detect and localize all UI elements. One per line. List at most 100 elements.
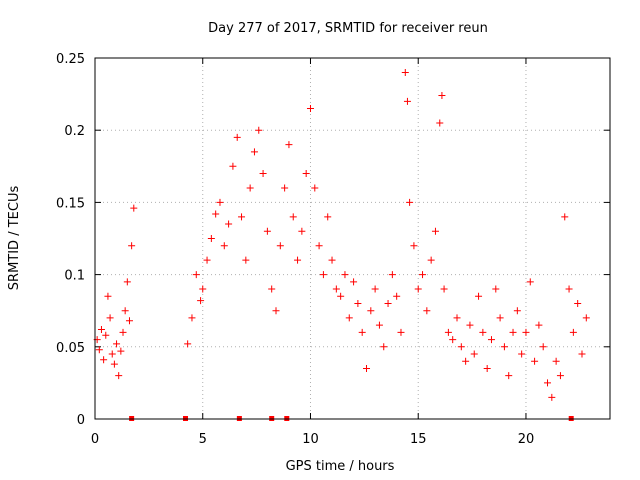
tick-labels: 0 5 10 15 20 0 0.05 0.1 0.15 0.2 0.25 <box>56 52 534 447</box>
y-tick-label: 0.1 <box>64 269 85 284</box>
y-tick-label: 0.25 <box>56 52 85 67</box>
data-point <box>337 292 345 300</box>
x-tick-label: 0 <box>91 432 99 447</box>
data-point <box>281 184 289 192</box>
data-point <box>113 340 121 348</box>
data-point <box>388 271 396 279</box>
data-point <box>100 356 108 364</box>
data-point <box>250 148 258 156</box>
data-point <box>332 285 340 293</box>
data-point <box>548 393 556 401</box>
data-point <box>350 278 358 286</box>
data-point <box>115 372 123 380</box>
data-point <box>423 307 431 315</box>
data-point <box>444 328 452 336</box>
data-point <box>457 343 465 351</box>
data-point <box>119 328 127 336</box>
data-point <box>259 170 267 178</box>
data-point <box>125 317 133 325</box>
data-point <box>242 256 250 264</box>
data-point <box>104 292 112 300</box>
data-point <box>565 285 573 293</box>
data-point <box>238 213 246 221</box>
data-point <box>544 379 552 387</box>
data-point <box>203 256 211 264</box>
data-point <box>311 184 319 192</box>
data-point <box>522 328 530 336</box>
data-point <box>436 119 444 127</box>
grid-lines <box>95 58 610 419</box>
data-points <box>93 68 590 421</box>
data-point <box>306 105 314 113</box>
data-point <box>483 364 491 372</box>
data-point <box>475 292 483 300</box>
data-point <box>403 97 411 105</box>
data-point <box>328 256 336 264</box>
data-point <box>414 285 422 293</box>
data-point <box>108 350 116 358</box>
data-point <box>535 321 543 329</box>
data-point <box>315 242 323 250</box>
data-point <box>220 242 228 250</box>
data-point <box>496 314 504 322</box>
data-point <box>393 292 401 300</box>
data-point <box>419 271 427 279</box>
data-point <box>427 256 435 264</box>
data-point <box>276 242 284 250</box>
data-point <box>371 285 379 293</box>
data-point <box>319 271 327 279</box>
data-point <box>479 328 487 336</box>
data-point <box>128 242 136 250</box>
data-point <box>110 360 118 368</box>
chart-title: Day 277 of 2017, SRMTID for receiver reu… <box>208 21 488 36</box>
data-point <box>192 271 200 279</box>
data-point <box>453 314 461 322</box>
data-point <box>561 213 569 221</box>
data-point <box>285 141 293 149</box>
data-point <box>556 372 564 380</box>
data-point <box>207 235 215 242</box>
data-point <box>268 285 276 293</box>
data-point <box>438 92 446 100</box>
data-point <box>302 170 310 178</box>
data-point <box>121 307 129 315</box>
data-point <box>466 321 474 329</box>
data-point <box>225 220 233 228</box>
data-point <box>298 227 306 235</box>
data-point <box>492 285 500 293</box>
data-point <box>294 256 302 264</box>
data-point <box>212 210 220 218</box>
data-point <box>513 307 521 315</box>
data-point <box>184 340 192 348</box>
data-point <box>500 343 508 351</box>
data-point <box>354 299 362 307</box>
data-point <box>97 325 105 333</box>
data-point <box>375 321 383 329</box>
data-point <box>552 357 560 365</box>
data-point <box>410 242 418 250</box>
x-tick-label: 15 <box>410 432 427 447</box>
data-point <box>380 343 388 351</box>
data-point <box>574 299 582 307</box>
x-axis-label: GPS time / hours <box>286 459 395 474</box>
data-point <box>449 336 457 344</box>
data-point <box>106 314 114 322</box>
data-point <box>505 372 513 380</box>
data-point <box>569 328 577 336</box>
data-point <box>509 328 517 336</box>
data-point <box>246 184 254 192</box>
plot-frame <box>94 57 611 420</box>
y-axis-label: SRMTID / TECUs <box>7 186 22 291</box>
data-point <box>406 198 414 206</box>
data-point <box>358 328 366 336</box>
data-point <box>526 278 534 286</box>
data-point <box>431 227 439 235</box>
data-point <box>123 278 131 286</box>
y-tick-label: 0.15 <box>56 196 85 211</box>
data-point <box>470 350 478 358</box>
data-point <box>367 307 375 315</box>
x-tick-label: 5 <box>199 432 207 447</box>
data-point <box>117 347 125 355</box>
data-point <box>272 307 280 315</box>
y-tick-label: 0 <box>77 413 85 428</box>
